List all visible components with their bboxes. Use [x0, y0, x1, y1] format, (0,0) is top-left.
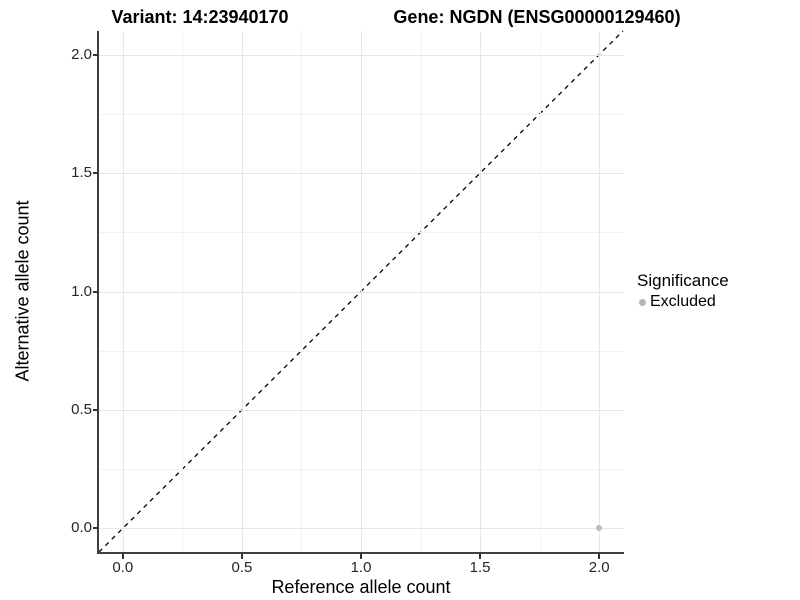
x-tick-label: 1.5 — [469, 559, 491, 576]
x-tick-mark — [240, 554, 243, 559]
gridline-major-horizontal — [99, 409, 623, 411]
gridline-major-horizontal — [99, 528, 623, 530]
gridline-major-horizontal — [99, 291, 623, 293]
gridline-major-horizontal — [99, 54, 623, 56]
x-tick-label: 0.5 — [231, 559, 253, 576]
plot-title-gene: Gene: NGDN (ENSG00000129460) — [393, 7, 681, 27]
x-tick-mark — [360, 554, 362, 559]
x-tick-mark — [479, 554, 482, 559]
x-tick-label: 1.0 — [350, 559, 372, 576]
legend-item-label: Excluded — [650, 293, 716, 310]
y-tick-label: 1.5 — [71, 164, 92, 182]
legend: Significance Excluded — [637, 271, 729, 311]
x-tick-mark — [121, 554, 124, 559]
gridline-major-horizontal — [99, 173, 623, 175]
x-tick-mark — [598, 554, 601, 559]
y-tick-mark — [93, 408, 98, 411]
x-tick-label: 0.0 — [112, 559, 134, 576]
x-axis-line — [97, 552, 624, 554]
data-point — [596, 525, 603, 532]
legend-point-icon — [639, 298, 646, 306]
legend-item-excluded: Excluded — [637, 293, 729, 311]
y-tick-mark — [93, 527, 98, 530]
y-tick-label: 2.0 — [71, 45, 92, 63]
y-tick-mark — [93, 53, 98, 56]
y-axis-line — [97, 31, 99, 554]
y-tick-label: 0.0 — [71, 519, 92, 537]
y-axis-title: Alternative allele count — [12, 200, 33, 382]
plot-panel — [98, 30, 624, 553]
x-axis-title: Reference allele count — [271, 577, 451, 597]
y-tick-label: 1.0 — [71, 282, 92, 300]
legend-title: Significance — [637, 271, 729, 290]
y-tick-mark — [93, 290, 98, 293]
plot-title-variant: Variant: 14:23940170 — [111, 7, 289, 27]
x-tick-label: 2.0 — [588, 559, 610, 576]
y-tick-label: 0.5 — [71, 400, 92, 418]
y-tick-mark — [93, 172, 98, 175]
